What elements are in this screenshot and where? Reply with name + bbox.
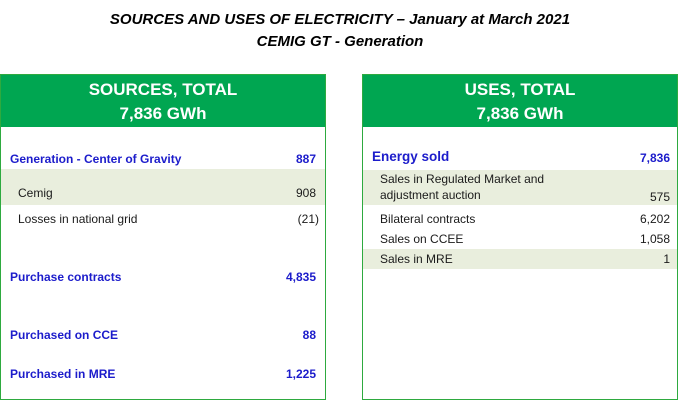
uses-header-title: USES, TOTAL bbox=[464, 80, 576, 99]
sources-row-label: Cemig bbox=[18, 186, 53, 200]
uses-row-mre: Sales in MRE 1 bbox=[363, 249, 677, 269]
uses-row-bilateral: Bilateral contracts 6,202 bbox=[363, 210, 677, 228]
page-title: SOURCES AND USES OF ELECTRICITY – Januar… bbox=[109, 11, 571, 28]
uses-row-value: 575 bbox=[649, 190, 670, 204]
uses-header: USES, TOTAL 7,836 GWh bbox=[363, 75, 677, 127]
sources-row-label: Purchased in MRE bbox=[10, 367, 116, 381]
sources-row-generation: Generation - Center of Gravity 887 bbox=[1, 151, 325, 169]
uses-row-label: Bilateral contracts bbox=[380, 212, 476, 226]
sources-row-purchased-cce: Purchased on CCE 88 bbox=[1, 327, 325, 345]
sources-row-value: 1,225 bbox=[285, 367, 316, 381]
uses-row-value: 1 bbox=[663, 252, 670, 266]
uses-row-ccee: Sales on CCEE 1,058 bbox=[363, 230, 677, 248]
sources-row-value: 887 bbox=[295, 152, 316, 166]
uses-row-energy-sold: Energy sold 7,836 bbox=[363, 149, 677, 169]
uses-row-label: Sales in MRE bbox=[380, 252, 453, 266]
sources-row-purchased-mre: Purchased in MRE 1,225 bbox=[1, 366, 325, 384]
sources-row-cemig: Cemig 908 bbox=[1, 169, 325, 205]
sources-row-value: 4,835 bbox=[285, 270, 316, 284]
sources-row-losses: Losses in national grid (21) bbox=[1, 207, 325, 231]
uses-row-label: Sales on CCEE bbox=[380, 232, 464, 246]
uses-row-label: Energy sold bbox=[372, 149, 450, 164]
uses-row-label-line1: Sales in Regulated Market and bbox=[380, 172, 545, 186]
uses-row-regulated-market: Sales in Regulated Market and adjustment… bbox=[363, 170, 677, 205]
sources-header-total: 7,836 GWh bbox=[119, 104, 207, 123]
sources-row-label: Generation - Center of Gravity bbox=[10, 152, 182, 166]
uses-row-label-line2: adjustment auction bbox=[380, 188, 481, 202]
sources-header: SOURCES, TOTAL 7,836 GWh bbox=[1, 75, 325, 127]
sources-panel: SOURCES, TOTAL 7,836 GWh Generation - Ce… bbox=[0, 74, 326, 400]
uses-header-total: 7,836 GWh bbox=[476, 104, 564, 123]
sources-row-label: Purchase contracts bbox=[10, 270, 122, 284]
uses-row-value: 7,836 bbox=[639, 151, 670, 165]
sources-row-label: Purchased on CCE bbox=[10, 328, 119, 342]
sources-row-value: (21) bbox=[297, 212, 319, 226]
uses-row-value: 6,202 bbox=[639, 212, 670, 226]
sources-header-title: SOURCES, TOTAL bbox=[88, 80, 238, 99]
uses-row-value: 1,058 bbox=[639, 232, 670, 246]
page-subtitle: CEMIG GT - Generation bbox=[256, 33, 424, 50]
sources-row-label: Losses in national grid bbox=[18, 212, 138, 226]
sources-row-value: 88 bbox=[302, 328, 316, 342]
sources-row-purchase-contracts: Purchase contracts 4,835 bbox=[1, 269, 325, 287]
sources-row-value: 908 bbox=[295, 186, 316, 200]
uses-panel: USES, TOTAL 7,836 GWh Energy sold 7,836 … bbox=[362, 74, 678, 400]
